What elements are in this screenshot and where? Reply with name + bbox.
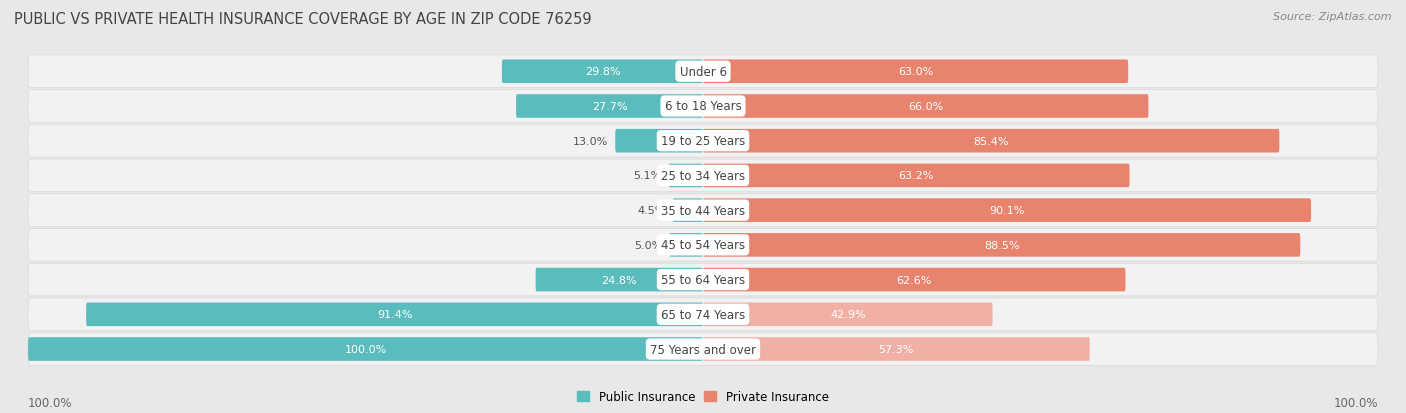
FancyBboxPatch shape (703, 164, 1129, 188)
Text: 6 to 18 Years: 6 to 18 Years (665, 100, 741, 113)
Text: 24.8%: 24.8% (602, 275, 637, 285)
Text: 29.8%: 29.8% (585, 67, 620, 77)
FancyBboxPatch shape (672, 199, 703, 223)
Text: 25 to 34 Years: 25 to 34 Years (661, 169, 745, 183)
FancyBboxPatch shape (86, 303, 703, 326)
FancyBboxPatch shape (28, 56, 1378, 88)
Text: 5.0%: 5.0% (634, 240, 662, 250)
Text: Under 6: Under 6 (679, 66, 727, 78)
FancyBboxPatch shape (703, 303, 993, 326)
Text: 66.0%: 66.0% (908, 102, 943, 112)
FancyBboxPatch shape (703, 233, 1301, 257)
Text: 4.5%: 4.5% (637, 206, 666, 216)
FancyBboxPatch shape (703, 199, 1310, 223)
FancyBboxPatch shape (28, 229, 1378, 261)
Text: 13.0%: 13.0% (574, 136, 609, 146)
FancyBboxPatch shape (28, 125, 1378, 158)
Text: 88.5%: 88.5% (984, 240, 1019, 250)
FancyBboxPatch shape (28, 90, 1378, 123)
Text: 65 to 74 Years: 65 to 74 Years (661, 308, 745, 321)
FancyBboxPatch shape (669, 164, 703, 188)
FancyBboxPatch shape (703, 60, 1128, 84)
Text: 100.0%: 100.0% (1333, 396, 1378, 409)
FancyBboxPatch shape (703, 130, 1279, 153)
Text: 27.7%: 27.7% (592, 102, 627, 112)
Text: 91.4%: 91.4% (377, 310, 412, 320)
FancyBboxPatch shape (28, 160, 1378, 192)
FancyBboxPatch shape (28, 195, 1378, 227)
Text: 55 to 64 Years: 55 to 64 Years (661, 273, 745, 286)
FancyBboxPatch shape (616, 130, 703, 153)
Text: 100.0%: 100.0% (344, 344, 387, 354)
FancyBboxPatch shape (703, 95, 1149, 119)
FancyBboxPatch shape (28, 298, 1378, 331)
Text: 100.0%: 100.0% (28, 396, 73, 409)
Text: 19 to 25 Years: 19 to 25 Years (661, 135, 745, 148)
FancyBboxPatch shape (516, 95, 703, 119)
Text: 75 Years and over: 75 Years and over (650, 343, 756, 356)
FancyBboxPatch shape (703, 268, 1125, 292)
Text: 42.9%: 42.9% (830, 310, 866, 320)
FancyBboxPatch shape (536, 268, 703, 292)
Text: 90.1%: 90.1% (990, 206, 1025, 216)
Text: 63.2%: 63.2% (898, 171, 934, 181)
Text: 63.0%: 63.0% (898, 67, 934, 77)
Legend: Public Insurance, Private Insurance: Public Insurance, Private Insurance (572, 385, 834, 408)
Text: 57.3%: 57.3% (879, 344, 914, 354)
Text: 85.4%: 85.4% (973, 136, 1010, 146)
FancyBboxPatch shape (669, 233, 703, 257)
Text: 62.6%: 62.6% (897, 275, 932, 285)
FancyBboxPatch shape (28, 333, 1378, 366)
FancyBboxPatch shape (703, 337, 1090, 361)
FancyBboxPatch shape (28, 337, 703, 361)
Text: 45 to 54 Years: 45 to 54 Years (661, 239, 745, 252)
Text: Source: ZipAtlas.com: Source: ZipAtlas.com (1274, 12, 1392, 22)
Text: 35 to 44 Years: 35 to 44 Years (661, 204, 745, 217)
Text: PUBLIC VS PRIVATE HEALTH INSURANCE COVERAGE BY AGE IN ZIP CODE 76259: PUBLIC VS PRIVATE HEALTH INSURANCE COVER… (14, 12, 592, 27)
FancyBboxPatch shape (502, 60, 703, 84)
Text: 5.1%: 5.1% (634, 171, 662, 181)
FancyBboxPatch shape (28, 263, 1378, 296)
